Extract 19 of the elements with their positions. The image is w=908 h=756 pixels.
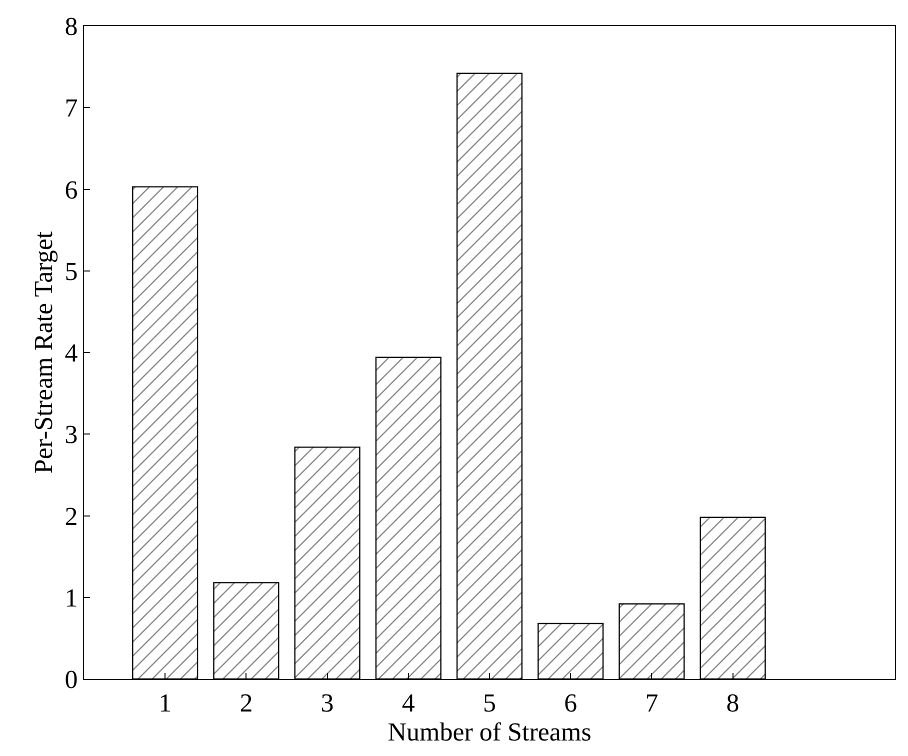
- x-tick-label: 4: [402, 688, 415, 718]
- x-tick-label: 8: [726, 688, 740, 718]
- x-tick-label: 7: [645, 688, 658, 718]
- y-tick-label: 4: [64, 338, 78, 368]
- y-tick-label: 5: [64, 256, 78, 286]
- y-axis-title: Per-Stream Rate Target: [29, 230, 58, 474]
- x-tick-label: 2: [240, 688, 253, 718]
- y-tick-label: 6: [64, 175, 78, 204]
- y-tick-label: 7: [64, 94, 78, 123]
- y-tick-label: 1: [64, 583, 78, 612]
- x-tick-label: 3: [320, 688, 334, 718]
- y-tick-label: 3: [64, 420, 78, 450]
- x-tick-label: 5: [483, 688, 496, 718]
- x-axis-title: Number of Streams: [388, 717, 592, 746]
- y-tick-label: 8: [64, 12, 78, 42]
- y-tick-label: 0: [64, 665, 78, 694]
- x-tick-label: 6: [564, 688, 578, 718]
- x-tick-label: 1: [158, 688, 172, 718]
- y-tick-label: 2: [64, 502, 78, 531]
